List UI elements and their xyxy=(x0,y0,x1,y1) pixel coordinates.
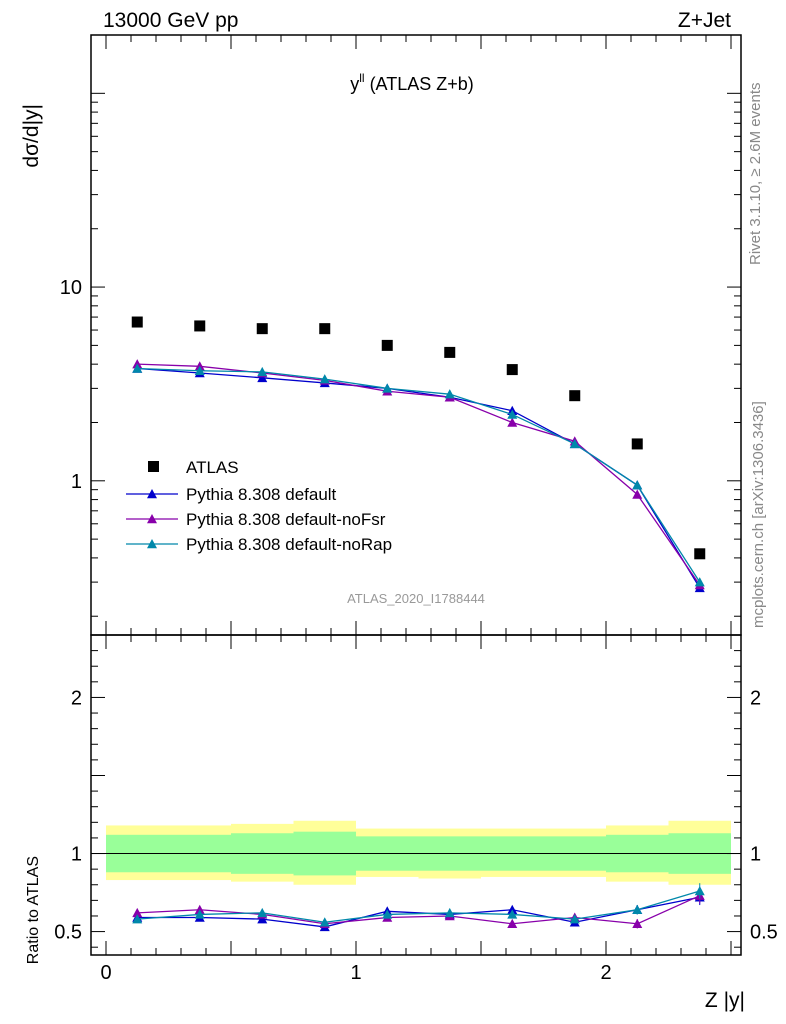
series-point xyxy=(444,389,455,399)
legend-marker xyxy=(147,489,157,499)
data-point xyxy=(694,548,706,560)
ratio-point xyxy=(257,907,268,918)
ratio-y-tick-label: 0.5 xyxy=(54,922,82,944)
legend-label: Pythia 8.308 default xyxy=(186,485,337,504)
mcplots-label: mcplots.cern.ch [arXiv:1306.3436] xyxy=(750,401,767,628)
series-point xyxy=(694,577,705,587)
data-point xyxy=(569,390,581,402)
series-point xyxy=(257,366,268,377)
chart-marks: 1 10 0.5 0.5 1 1 2 2 0 1 2 xyxy=(54,34,778,984)
ratio-point xyxy=(444,907,455,918)
ratio-point xyxy=(694,886,705,896)
ratio-point xyxy=(257,914,268,924)
series-line xyxy=(137,367,701,589)
ratio-point xyxy=(507,918,518,929)
legend-marker xyxy=(147,539,157,549)
data-point xyxy=(444,346,456,358)
xlabel: Z |y| xyxy=(705,989,745,1012)
legend-marker-atlas xyxy=(148,461,159,472)
chart-title-superscript: ll xyxy=(359,71,364,85)
x-tick-label: 1 xyxy=(350,962,361,984)
chart-title-main: y xyxy=(350,74,359,94)
data-point xyxy=(256,323,268,335)
ratio-point xyxy=(507,909,518,919)
series-point xyxy=(507,417,518,427)
ratio-ylabel: Ratio to ATLAS xyxy=(25,856,42,964)
series-point xyxy=(257,372,268,383)
ratio-y-tick-label-right: 0.5 xyxy=(750,922,778,944)
ratio-point xyxy=(194,909,205,919)
header-left: 13000 GeV pp xyxy=(103,9,238,32)
x-tick-label: 2 xyxy=(600,962,611,984)
rivet-label: Rivet 3.1.10, ≥ 2.6M events xyxy=(747,83,764,266)
series-point xyxy=(132,363,143,373)
legend-label: ATLAS xyxy=(186,458,239,477)
y-tick-label: 1 xyxy=(71,471,82,493)
ratio-point xyxy=(132,907,143,918)
ratio-line xyxy=(137,895,701,925)
data-point xyxy=(319,323,331,335)
series-point xyxy=(194,365,205,375)
series-point xyxy=(569,438,580,449)
series-point xyxy=(382,383,393,393)
series-point xyxy=(507,409,518,419)
chart-title-suffix: (ATLAS Z+b) xyxy=(365,74,474,94)
x-tick-label: 0 xyxy=(100,962,111,984)
data-point xyxy=(506,364,518,376)
watermark: ATLAS_2020_I1788444 xyxy=(347,591,485,606)
series-point xyxy=(632,480,643,490)
main-ylabel: dσ/d|y| xyxy=(20,104,43,168)
data-point xyxy=(194,320,206,332)
ratio-y-tick-label-right: 1 xyxy=(750,844,761,866)
ratio-line xyxy=(137,890,700,923)
ratio-point xyxy=(132,914,143,924)
ratio-y-tick-label: 1 xyxy=(71,844,82,866)
ratio-point xyxy=(632,904,643,914)
ratio-y-tick-label: 2 xyxy=(71,687,82,709)
data-point xyxy=(381,339,393,351)
legend-label: Pythia 8.308 default-noFsr xyxy=(186,510,386,529)
data-point xyxy=(131,316,143,328)
ratio-y-tick-label-right: 2 xyxy=(750,687,761,709)
legend-label: Pythia 8.308 default-noRap xyxy=(186,535,392,554)
ratio-line xyxy=(137,896,700,928)
series-point xyxy=(632,489,643,499)
series-point xyxy=(319,374,330,384)
ratio-point xyxy=(194,904,205,914)
legend-marker xyxy=(147,514,157,524)
series-line xyxy=(137,363,701,586)
header-right: Z+Jet xyxy=(678,9,731,32)
ratio-frame xyxy=(90,634,742,956)
ratio-point xyxy=(632,918,643,929)
legend: ATLAS Pythia 8.308 default Pythia 8.308 de… xyxy=(126,458,392,554)
data-point xyxy=(631,438,643,450)
ratio-point xyxy=(507,904,518,914)
chart-title: yll (ATLAS Z+b) xyxy=(350,71,474,94)
series-line xyxy=(137,367,701,583)
ratio-point xyxy=(319,917,330,927)
y-tick-label: 10 xyxy=(60,277,82,299)
ratio-point xyxy=(382,909,393,919)
ratio-point xyxy=(569,914,580,924)
